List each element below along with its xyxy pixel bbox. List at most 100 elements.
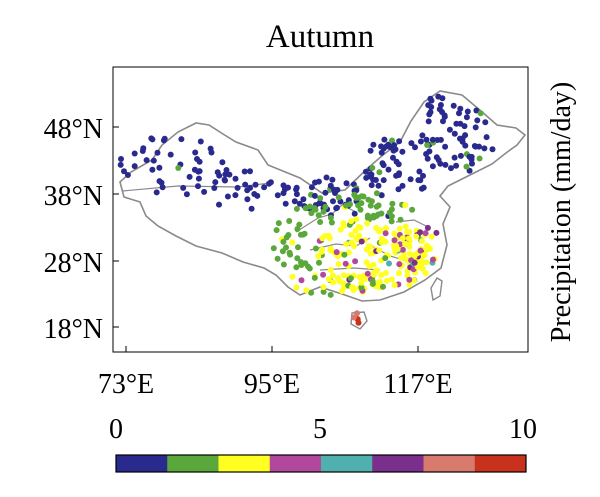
station-marker: [342, 260, 349, 267]
station-marker: [399, 246, 406, 253]
station-marker: [416, 168, 423, 175]
station-marker: [409, 206, 416, 213]
colorbar: [115, 454, 527, 473]
station-marker: [343, 241, 350, 248]
station-marker: [421, 252, 428, 258]
station-marker: [293, 284, 300, 291]
station-marker: [143, 157, 150, 164]
station-marker: [118, 156, 124, 162]
station-marker: [389, 137, 395, 144]
station-marker: [300, 231, 307, 238]
station-marker: [437, 102, 444, 108]
station-marker: [327, 214, 334, 221]
station-marker: [367, 250, 374, 257]
station-marker: [322, 203, 329, 210]
station-marker: [328, 219, 335, 226]
taiwan-outline: [430, 277, 443, 302]
station-marker: [396, 261, 403, 268]
station-marker: [399, 182, 406, 189]
station-marker: [161, 135, 168, 142]
colorbar-segment: [116, 455, 168, 472]
station-marker: [333, 249, 340, 256]
station-marker: [221, 176, 228, 183]
station-marker: [404, 228, 410, 235]
station-marker: [214, 169, 221, 176]
station-marker: [369, 280, 376, 287]
station-marker: [186, 173, 193, 180]
station-marker: [121, 168, 127, 175]
colorbar-tick-label: 0: [109, 414, 123, 445]
station-marker: [368, 198, 375, 205]
y-tick-label: 48°N: [44, 114, 103, 145]
station-marker: [423, 242, 430, 249]
station-marker: [283, 234, 290, 241]
station-marker: [326, 235, 333, 242]
station-marker: [391, 282, 398, 289]
station-marker: [405, 235, 412, 242]
station-marker: [334, 204, 340, 211]
station-marker: [417, 247, 424, 254]
station-marker: [148, 135, 155, 142]
station-marker: [327, 291, 334, 298]
station-marker: [402, 240, 409, 247]
station-marker: [463, 114, 470, 121]
station-marker: [368, 182, 375, 189]
station-marker: [270, 245, 277, 252]
station-marker: [426, 148, 433, 155]
station-marker: [300, 196, 307, 203]
station-marker: [196, 168, 203, 175]
station-marker: [224, 193, 231, 200]
station-marker: [376, 247, 383, 254]
hainan-outline: [350, 311, 368, 330]
station-marker: [320, 288, 327, 295]
station-marker: [329, 272, 336, 279]
station-marker: [311, 274, 318, 281]
station-marker: [308, 184, 315, 191]
colorbar-segment: [269, 455, 322, 472]
station-marker: [395, 161, 402, 168]
station-marker: [418, 257, 425, 264]
station-marker: [386, 209, 393, 216]
station-marker: [396, 138, 403, 145]
station-marker: [412, 144, 418, 151]
station-marker: [302, 260, 309, 267]
station-marker: [315, 253, 322, 260]
station-marker: [311, 205, 318, 212]
station-marker: [353, 187, 360, 194]
station-marker: [442, 143, 449, 150]
station-marker: [456, 110, 462, 117]
colorbar-segment: [372, 455, 424, 472]
station-marker: [389, 200, 396, 207]
station-marker: [417, 229, 424, 236]
station-marker: [429, 136, 436, 143]
station-marker: [428, 104, 435, 110]
station-marker: [196, 158, 203, 165]
station-marker: [331, 186, 337, 193]
colorbar-tick-label: 5: [313, 414, 327, 445]
station-marker: [149, 166, 156, 173]
station-marker: [383, 277, 390, 284]
station-marker: [338, 288, 345, 295]
station-marker: [117, 161, 124, 168]
station-marker: [376, 169, 383, 176]
station-marker: [352, 258, 359, 265]
station-marker: [167, 151, 174, 158]
station-marker: [296, 200, 303, 207]
station-marker: [320, 208, 327, 215]
station-marker: [293, 191, 300, 198]
station-marker: [448, 165, 454, 172]
station-marker: [363, 174, 370, 181]
station-marker: [382, 269, 389, 276]
station-marker: [362, 276, 369, 282]
station-marker: [244, 196, 251, 203]
station-marker: [362, 168, 369, 175]
station-marker: [441, 112, 448, 119]
station-marker: [473, 107, 480, 114]
station-marker: [295, 244, 301, 251]
station-marker: [378, 272, 385, 278]
station-marker: [247, 168, 253, 175]
colorbar-tick-label: 10: [509, 414, 537, 445]
station-marker: [248, 205, 255, 212]
station-marker: [408, 140, 415, 147]
map-frame: [112, 66, 529, 353]
